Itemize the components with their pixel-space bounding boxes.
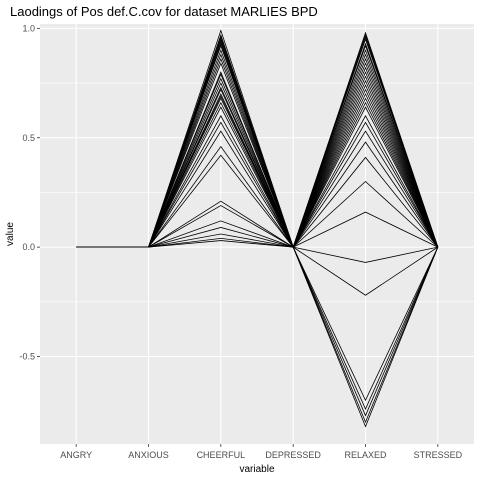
x-axis-title: variable <box>239 464 274 475</box>
x-axis-ticks: ANGRY ANXIOUS CHEERFUL DEPRESSED RELAXED STRE… <box>60 444 462 460</box>
y-axis-ticks: 1.0 0.5 0.0 -0.5 <box>19 23 40 361</box>
y-axis-title: value <box>5 222 16 246</box>
chart-title: Laodings of Pos def.C.cov for dataset MA… <box>10 4 318 19</box>
x-tick-label-relaxed: RELAXED <box>344 450 387 460</box>
x-tick-label-angry: ANGRY <box>60 450 92 460</box>
y-tick-label: 1.0 <box>22 23 35 33</box>
x-tick-label-stressed: STRESSED <box>414 450 463 460</box>
y-tick-label: 0.0 <box>22 242 35 252</box>
y-tick-label: -0.5 <box>19 352 35 362</box>
x-tick-label-cheerful: CHEERFUL <box>197 450 246 460</box>
x-tick-label-depressed: DEPRESSED <box>265 450 321 460</box>
x-tick-label-anxious: ANXIOUS <box>128 450 169 460</box>
y-tick-label: 0.5 <box>22 133 35 143</box>
